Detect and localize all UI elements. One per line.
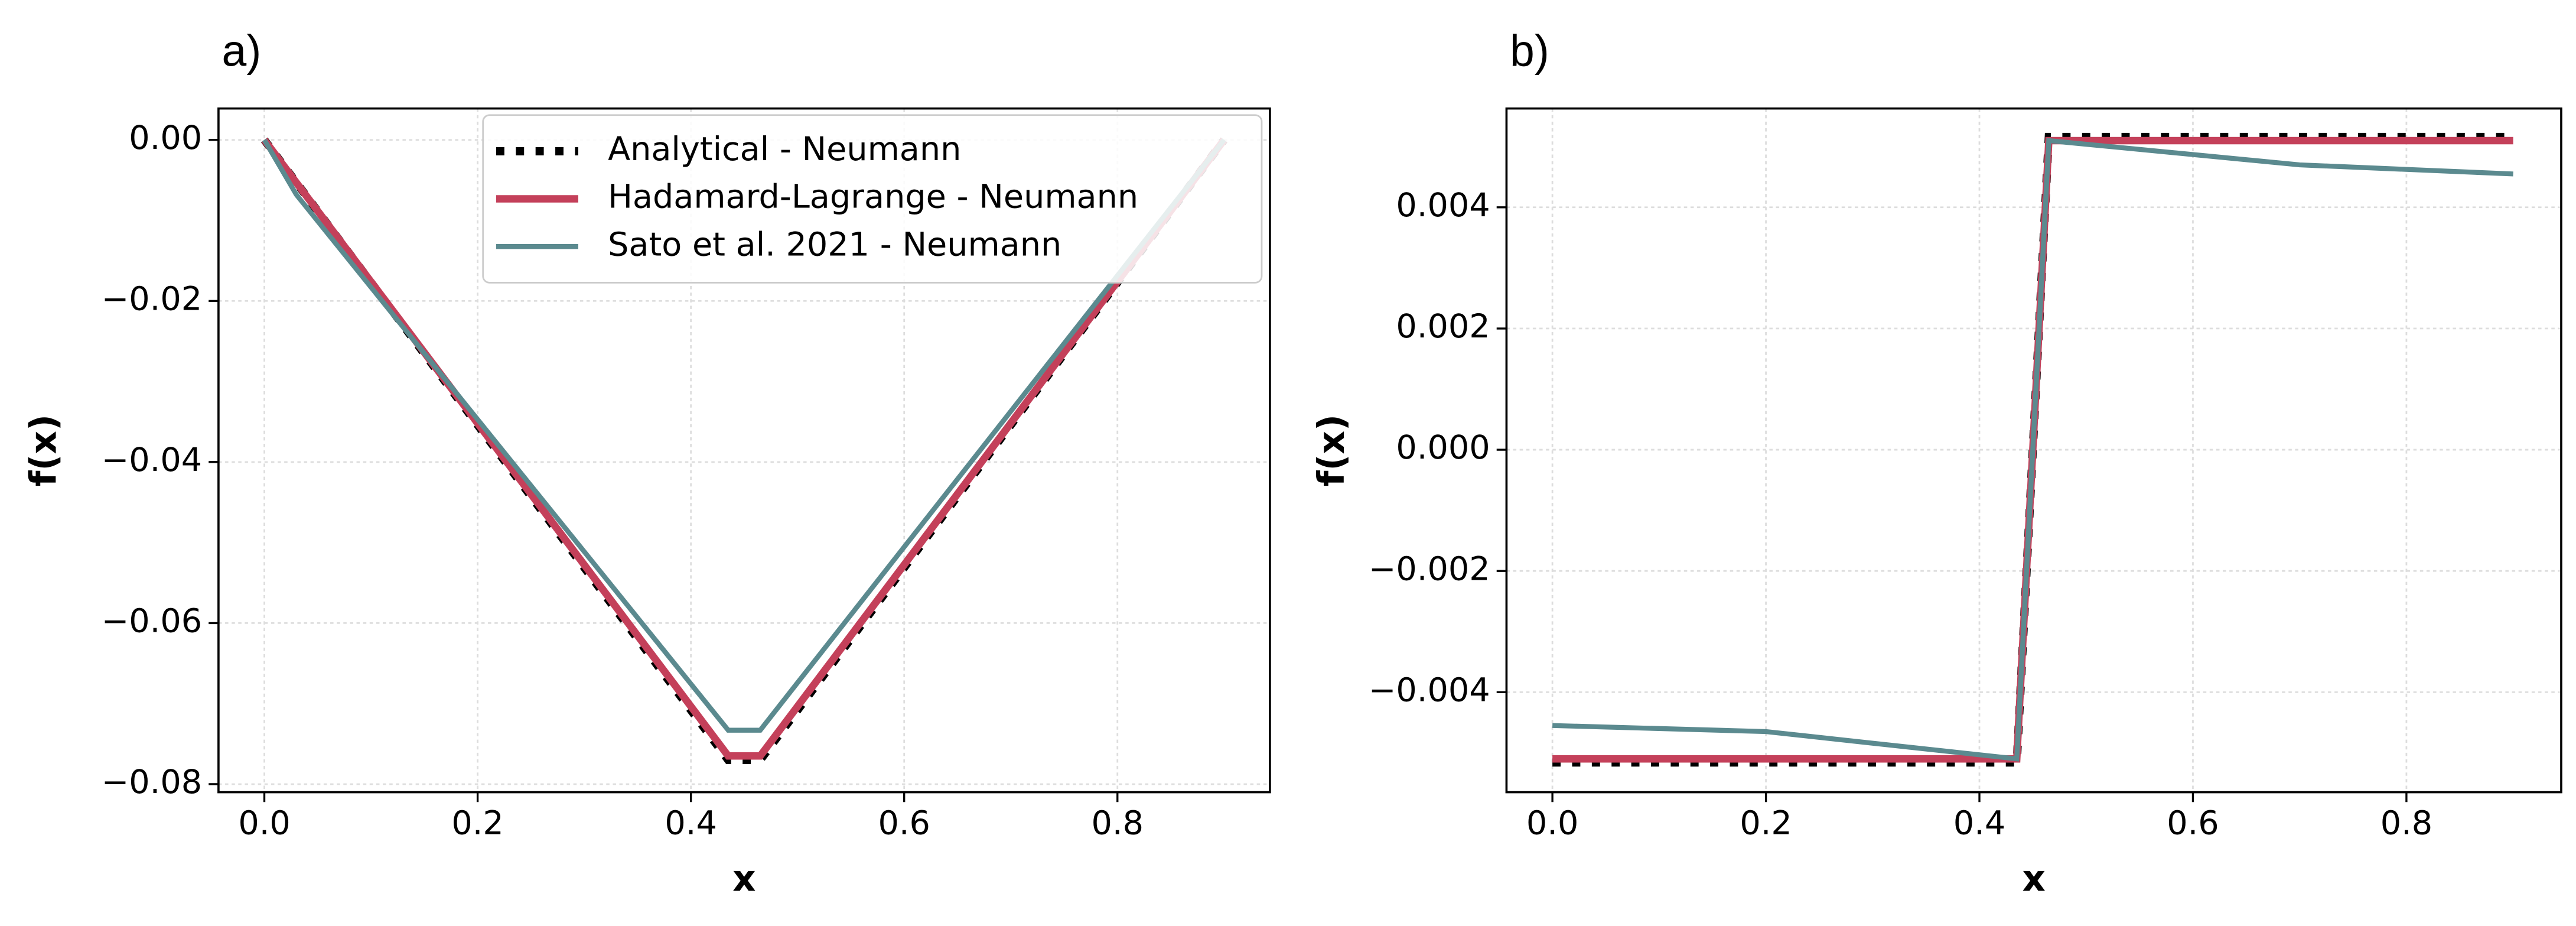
- legend-label: Analytical - Neumann: [608, 130, 961, 168]
- y-tick-label: 0.002: [1396, 307, 1490, 346]
- legend-label: Hadamard-Lagrange - Neumann: [608, 178, 1138, 216]
- y-tick-label: −0.06: [102, 602, 202, 641]
- x-tick-label: 0.8: [2380, 804, 2432, 842]
- data-line: [1552, 138, 2513, 762]
- x-tick-label: 0.8: [1092, 804, 1144, 842]
- x-tick-label: 0.4: [665, 804, 717, 842]
- plot-frame: [1505, 107, 2562, 794]
- y-axis-label: f(x): [22, 414, 64, 486]
- y-axis-label: f(x): [1311, 414, 1353, 486]
- x-tick-label: 0.2: [1740, 804, 1792, 842]
- y-tick-label: −0.002: [1369, 550, 1490, 588]
- panel-title: b): [1510, 26, 1549, 76]
- x-tick-label: 0.4: [1953, 804, 2005, 842]
- y-tick-label: 0.004: [1396, 186, 1490, 225]
- x-tick-label: 0.2: [451, 804, 503, 842]
- panel-title: a): [222, 26, 261, 76]
- y-tick-label: −0.04: [102, 441, 202, 479]
- data-line: [260, 137, 1227, 765]
- y-tick-label: 0.00: [129, 119, 202, 157]
- x-tick-label: 0.0: [1526, 804, 1578, 842]
- legend-box: [482, 114, 1263, 284]
- data-line: [261, 137, 1227, 760]
- data-line: [262, 138, 1226, 733]
- plot-frame: [217, 107, 1271, 794]
- y-tick-label: 0.000: [1396, 428, 1490, 467]
- x-tick-label: 0.6: [878, 804, 930, 842]
- x-tick-label: 0.0: [238, 804, 290, 842]
- x-axis-label: x: [732, 857, 755, 899]
- x-tick-label: 0.6: [2167, 804, 2219, 842]
- y-tick-label: −0.004: [1369, 671, 1490, 709]
- legend-label: Sato et al. 2021 - Neumann: [608, 225, 1061, 264]
- y-tick-label: −0.08: [102, 763, 202, 801]
- x-axis-label: x: [2022, 857, 2045, 899]
- y-tick-label: −0.02: [102, 280, 202, 318]
